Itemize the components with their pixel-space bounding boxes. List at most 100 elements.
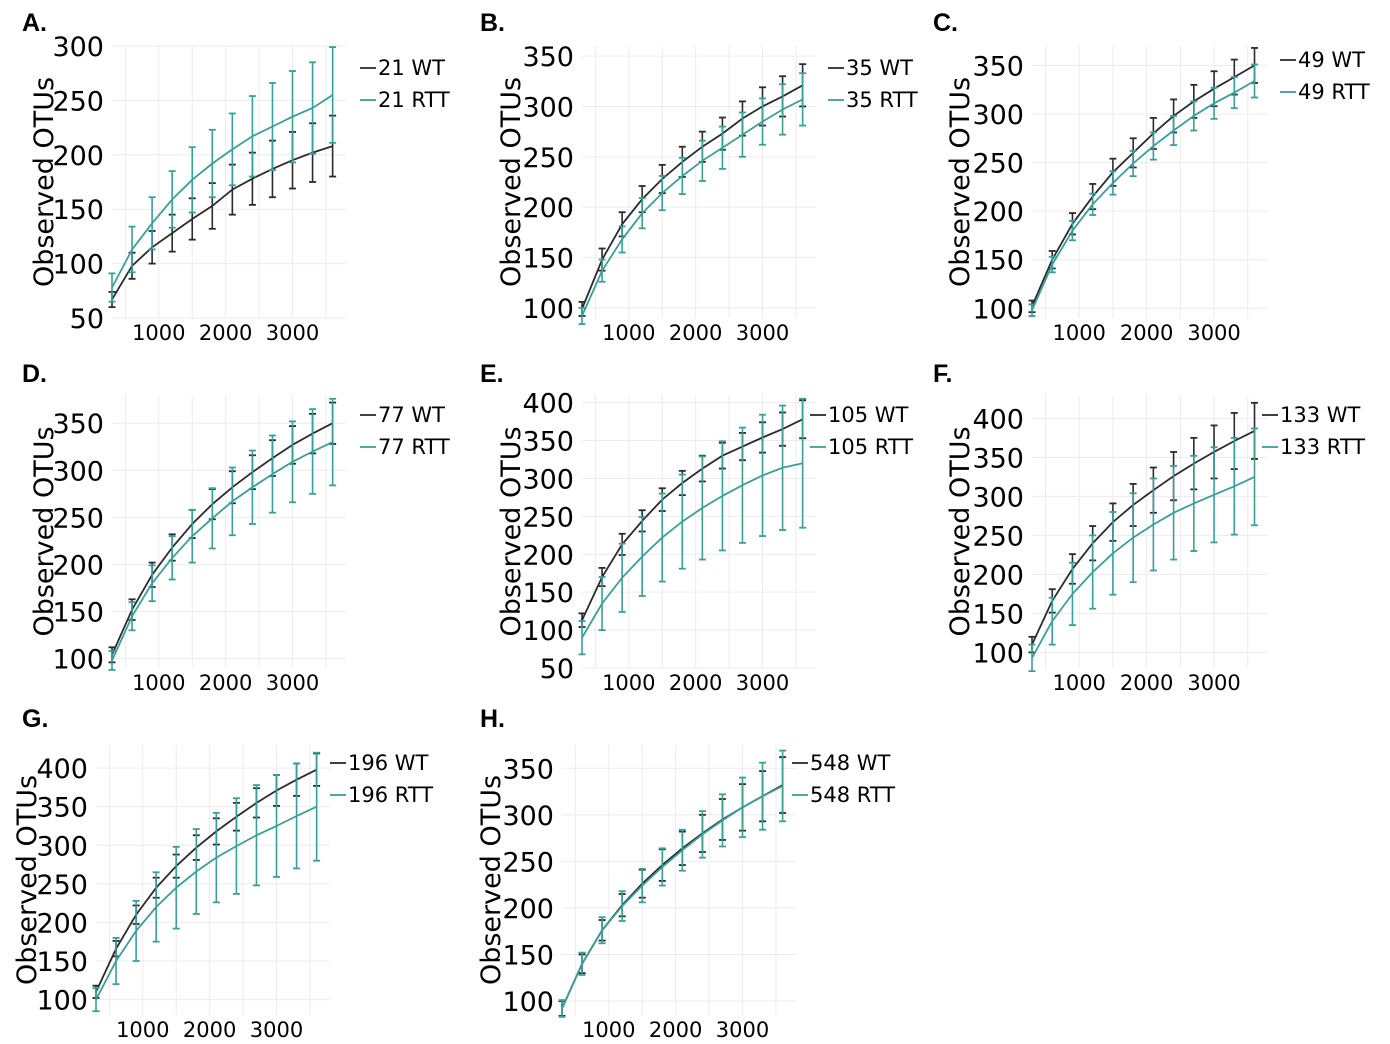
error-bar: [738, 111, 746, 158]
error-bar: [329, 46, 337, 144]
y-tick-label: 200: [52, 550, 104, 581]
y-tick-label: 200: [972, 560, 1024, 591]
error-bar: [232, 797, 240, 895]
error-bar: [329, 397, 337, 487]
error-bar: [799, 397, 807, 529]
y-tick-label: 100: [52, 645, 104, 676]
series-rtt: [558, 749, 787, 1018]
error-bar: [188, 146, 196, 214]
error-bar: [658, 175, 666, 212]
error-bar: [1129, 492, 1137, 584]
y-axis-label: Observed OTUs: [496, 426, 527, 636]
legend-label: 35 WT: [846, 56, 913, 80]
x-tick-label: 3000: [736, 321, 789, 345]
error-bar: [598, 916, 606, 945]
x-tick-label: 3000: [1187, 321, 1240, 345]
error-bar: [618, 890, 626, 922]
panel-letter: H.: [480, 705, 505, 733]
y-tick-label: 300: [522, 92, 574, 123]
error-bar: [718, 125, 726, 170]
chart-panel: A. 50 100 150 200 250 300 1000 2000 3000 Observed …: [22, 9, 450, 345]
y-axis-label: Observed OTUs: [12, 775, 43, 985]
x-tick-label: 2000: [1120, 321, 1173, 345]
error-bar: [618, 225, 626, 254]
error-bar: [698, 810, 706, 859]
y-tick-label: 150: [52, 598, 104, 629]
x-tick-label: 1000: [1052, 321, 1105, 345]
y-tick-label: 100: [972, 638, 1024, 669]
legend-label: 133 RTT: [1280, 435, 1365, 459]
x-tick-label: 3000: [266, 321, 319, 345]
legend-label: 21 WT: [378, 56, 445, 80]
series-wt: [108, 114, 337, 309]
series-rtt: [578, 72, 807, 325]
error-bar: [1048, 596, 1056, 646]
error-bar: [1109, 170, 1117, 196]
series-line: [95, 805, 317, 1001]
x-tick-label: 2000: [649, 1018, 702, 1042]
error-bar: [1230, 436, 1238, 536]
error-bar: [558, 999, 566, 1018]
legend-label: 21 RTT: [378, 88, 450, 112]
y-axis-label: Observed OTUs: [29, 426, 60, 636]
y-tick-label: 250: [36, 870, 88, 901]
error-bar: [759, 97, 767, 146]
error-bar: [289, 70, 297, 164]
legend-label: 49 RTT: [1298, 80, 1370, 104]
error-bar: [1251, 427, 1259, 527]
y-tick-label: 350: [52, 409, 104, 440]
y-tick-label: 250: [522, 143, 574, 174]
error-bar: [1210, 86, 1218, 120]
chart-panel: B. 100 150 200 250 300 350 1000 2000 3000 Observed…: [480, 9, 918, 345]
legend-label: 548 RTT: [810, 783, 895, 807]
error-bar: [1251, 63, 1259, 99]
series-line: [1031, 64, 1255, 307]
series-line: [111, 441, 333, 661]
error-bar: [578, 951, 586, 976]
x-tick-label: 1000: [132, 321, 185, 345]
error-bar: [739, 776, 747, 839]
error-bar: [252, 784, 260, 887]
error-bar: [1190, 454, 1198, 552]
y-tick-label: 300: [36, 831, 88, 862]
chart-panel: D. 100 150 200 250 300 350 1000 2000 3000 Observed…: [22, 360, 450, 695]
y-axis-label: Observed OTUs: [945, 77, 976, 287]
series-wt: [108, 401, 337, 664]
error-bar: [658, 492, 666, 583]
error-bar: [759, 413, 767, 537]
error-bar: [293, 762, 301, 870]
error-bar: [108, 272, 116, 303]
error-bar: [132, 899, 140, 962]
series-line: [95, 768, 318, 993]
error-bar: [1230, 76, 1238, 110]
gridlines: [112, 395, 346, 668]
error-bar: [1210, 446, 1218, 544]
panel-letter: C.: [933, 9, 958, 37]
y-tick-label: 200: [36, 908, 88, 939]
y-tick-label: 400: [972, 404, 1024, 435]
error-bar: [598, 258, 606, 283]
error-bar: [1190, 100, 1198, 132]
x-tick-label: 1000: [132, 671, 185, 695]
y-tick-label: 200: [522, 540, 574, 571]
error-bar: [152, 871, 160, 943]
error-bar: [168, 170, 176, 229]
y-tick-label: 250: [972, 521, 1024, 552]
series-rtt: [578, 397, 807, 656]
series-line: [561, 784, 784, 1009]
y-tick-label: 150: [972, 246, 1024, 277]
x-tick-label: 2000: [669, 671, 722, 695]
error-bar: [1028, 303, 1036, 317]
y-tick-label: 200: [972, 197, 1024, 228]
series-wt: [558, 756, 787, 1017]
error-bar: [1170, 465, 1178, 561]
panel-letter: E.: [480, 360, 504, 388]
series-line: [1031, 80, 1255, 311]
series-rtt: [108, 397, 337, 671]
error-bar: [759, 761, 767, 831]
x-tick-label: 2000: [1120, 671, 1173, 695]
error-bar: [188, 508, 196, 564]
error-bar: [718, 440, 726, 552]
y-axis-label: Observed OTUs: [496, 77, 527, 287]
